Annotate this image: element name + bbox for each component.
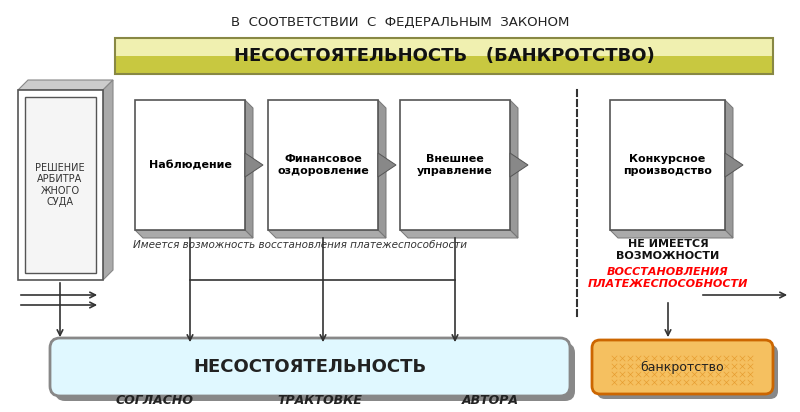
FancyBboxPatch shape: [18, 90, 103, 280]
Polygon shape: [510, 153, 528, 177]
Polygon shape: [610, 230, 733, 238]
Text: Финансовое
оздоровление: Финансовое оздоровление: [277, 154, 369, 176]
Polygon shape: [378, 153, 396, 177]
Text: Имеется возможность восстановления платежеспособности: Имеется возможность восстановления плате…: [133, 240, 467, 250]
Text: Конкурсное
производство: Конкурсное производство: [623, 154, 712, 176]
Text: Внешнее
управление: Внешнее управление: [417, 154, 493, 176]
Polygon shape: [103, 80, 113, 280]
Text: НЕ ИМЕЕТСЯ
ВОЗМОЖНОСТИ: НЕ ИМЕЕТСЯ ВОЗМОЖНОСТИ: [616, 239, 720, 261]
Polygon shape: [400, 230, 518, 238]
FancyBboxPatch shape: [592, 340, 773, 394]
Polygon shape: [18, 80, 113, 90]
FancyBboxPatch shape: [55, 343, 575, 401]
FancyBboxPatch shape: [135, 100, 245, 230]
FancyBboxPatch shape: [400, 100, 510, 230]
Polygon shape: [378, 100, 386, 238]
FancyBboxPatch shape: [115, 56, 773, 74]
Text: НЕСОСТОЯТЕЛЬНОСТЬ   (БАНКРОТСТВО): НЕСОСТОЯТЕЛЬНОСТЬ (БАНКРОТСТВО): [234, 47, 654, 65]
Text: РЕШЕНИЕ
АРБИТРА
ЖНОГО
СУДА: РЕШЕНИЕ АРБИТРА ЖНОГО СУДА: [35, 163, 85, 207]
Polygon shape: [510, 100, 518, 238]
Polygon shape: [245, 100, 253, 238]
Text: АВТОРА: АВТОРА: [462, 393, 518, 407]
Polygon shape: [245, 153, 263, 177]
Polygon shape: [725, 153, 743, 177]
Polygon shape: [268, 230, 386, 238]
FancyBboxPatch shape: [50, 338, 570, 396]
FancyBboxPatch shape: [597, 345, 778, 399]
FancyBboxPatch shape: [25, 97, 96, 273]
Text: ВОССТАНОВЛЕНИЯ
ПЛАТЕЖЕСПОСОБНОСТИ: ВОССТАНОВЛЕНИЯ ПЛАТЕЖЕСПОСОБНОСТИ: [588, 267, 748, 289]
FancyBboxPatch shape: [115, 38, 773, 56]
Text: Наблюдение: Наблюдение: [149, 160, 231, 170]
Text: НЕСОСТОЯТЕЛЬНОСТЬ: НЕСОСТОЯТЕЛЬНОСТЬ: [194, 358, 426, 376]
Text: банкротство: банкротство: [641, 360, 724, 374]
Text: СОГЛАСНО: СОГЛАСНО: [116, 393, 194, 407]
Polygon shape: [725, 100, 733, 238]
Text: ТРАКТОВКЕ: ТРАКТОВКЕ: [278, 393, 362, 407]
FancyBboxPatch shape: [268, 100, 378, 230]
Polygon shape: [135, 230, 253, 238]
FancyBboxPatch shape: [610, 100, 725, 230]
Text: В  СООТВЕТСТВИИ  С  ФЕДЕРАЛЬНЫМ  ЗАКОНОМ: В СООТВЕТСТВИИ С ФЕДЕРАЛЬНЫМ ЗАКОНОМ: [231, 16, 569, 28]
